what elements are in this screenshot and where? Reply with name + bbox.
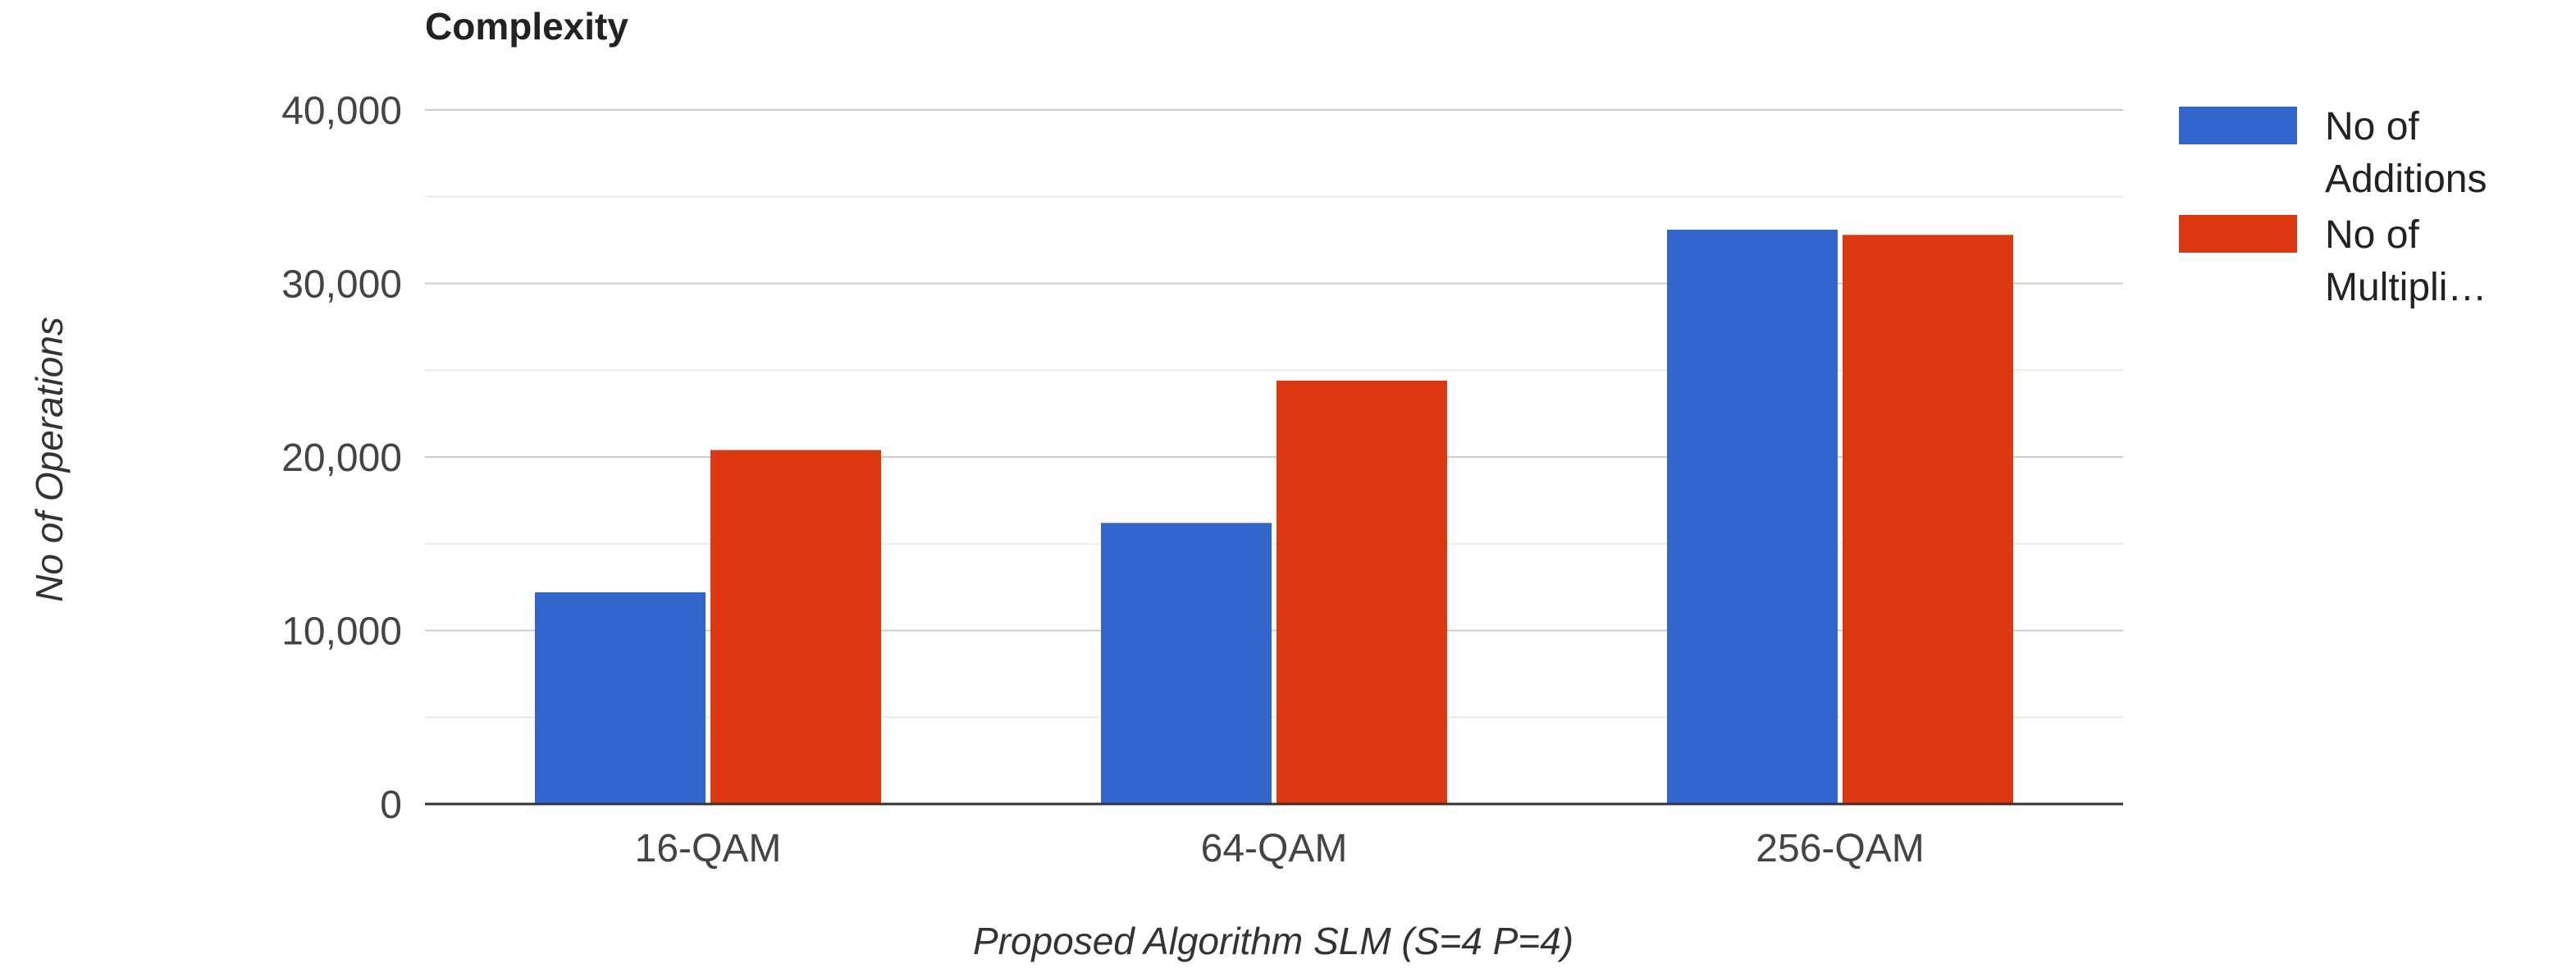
- gridlines: [425, 109, 2123, 719]
- bar: [1277, 380, 1447, 804]
- legend: No of Additions No of Multipli…: [2179, 105, 2487, 309]
- x-tick-label: 256-QAM: [1756, 827, 1924, 870]
- legend-label: Additions: [2325, 158, 2487, 201]
- legend-label: Multipli…: [2325, 266, 2487, 309]
- y-tick-label: 20,000: [281, 436, 402, 480]
- y-tick-label: 0: [380, 783, 402, 827]
- y-tick-label: 40,000: [281, 89, 402, 133]
- chart-title: Complexity: [425, 5, 628, 48]
- bar: [535, 592, 706, 804]
- bar: [710, 450, 881, 804]
- y-tick-label: 10,000: [281, 610, 402, 654]
- x-tick-label: 64-QAM: [1201, 827, 1348, 870]
- legend-label: No of: [2325, 105, 2419, 148]
- y-tick-label: 30,000: [281, 263, 402, 307]
- x-axis-tick-labels: 16-QAM 64-QAM 256-QAM: [635, 827, 1925, 870]
- bars: [535, 229, 2013, 804]
- x-axis-title: Proposed Algorithm SLM (S=4 P=4): [973, 920, 1573, 962]
- x-tick-label: 16-QAM: [635, 827, 782, 870]
- legend-swatch: [2179, 215, 2297, 253]
- bar: [1843, 235, 2013, 804]
- legend-label: No of: [2325, 213, 2419, 257]
- y-axis-title: No of Operations: [28, 317, 71, 602]
- legend-swatch: [2179, 107, 2297, 144]
- bar: [1101, 523, 1272, 804]
- y-axis-tick-labels: 0 10,000 20,000 30,000 40,000: [281, 89, 402, 827]
- bar: [1667, 229, 1838, 804]
